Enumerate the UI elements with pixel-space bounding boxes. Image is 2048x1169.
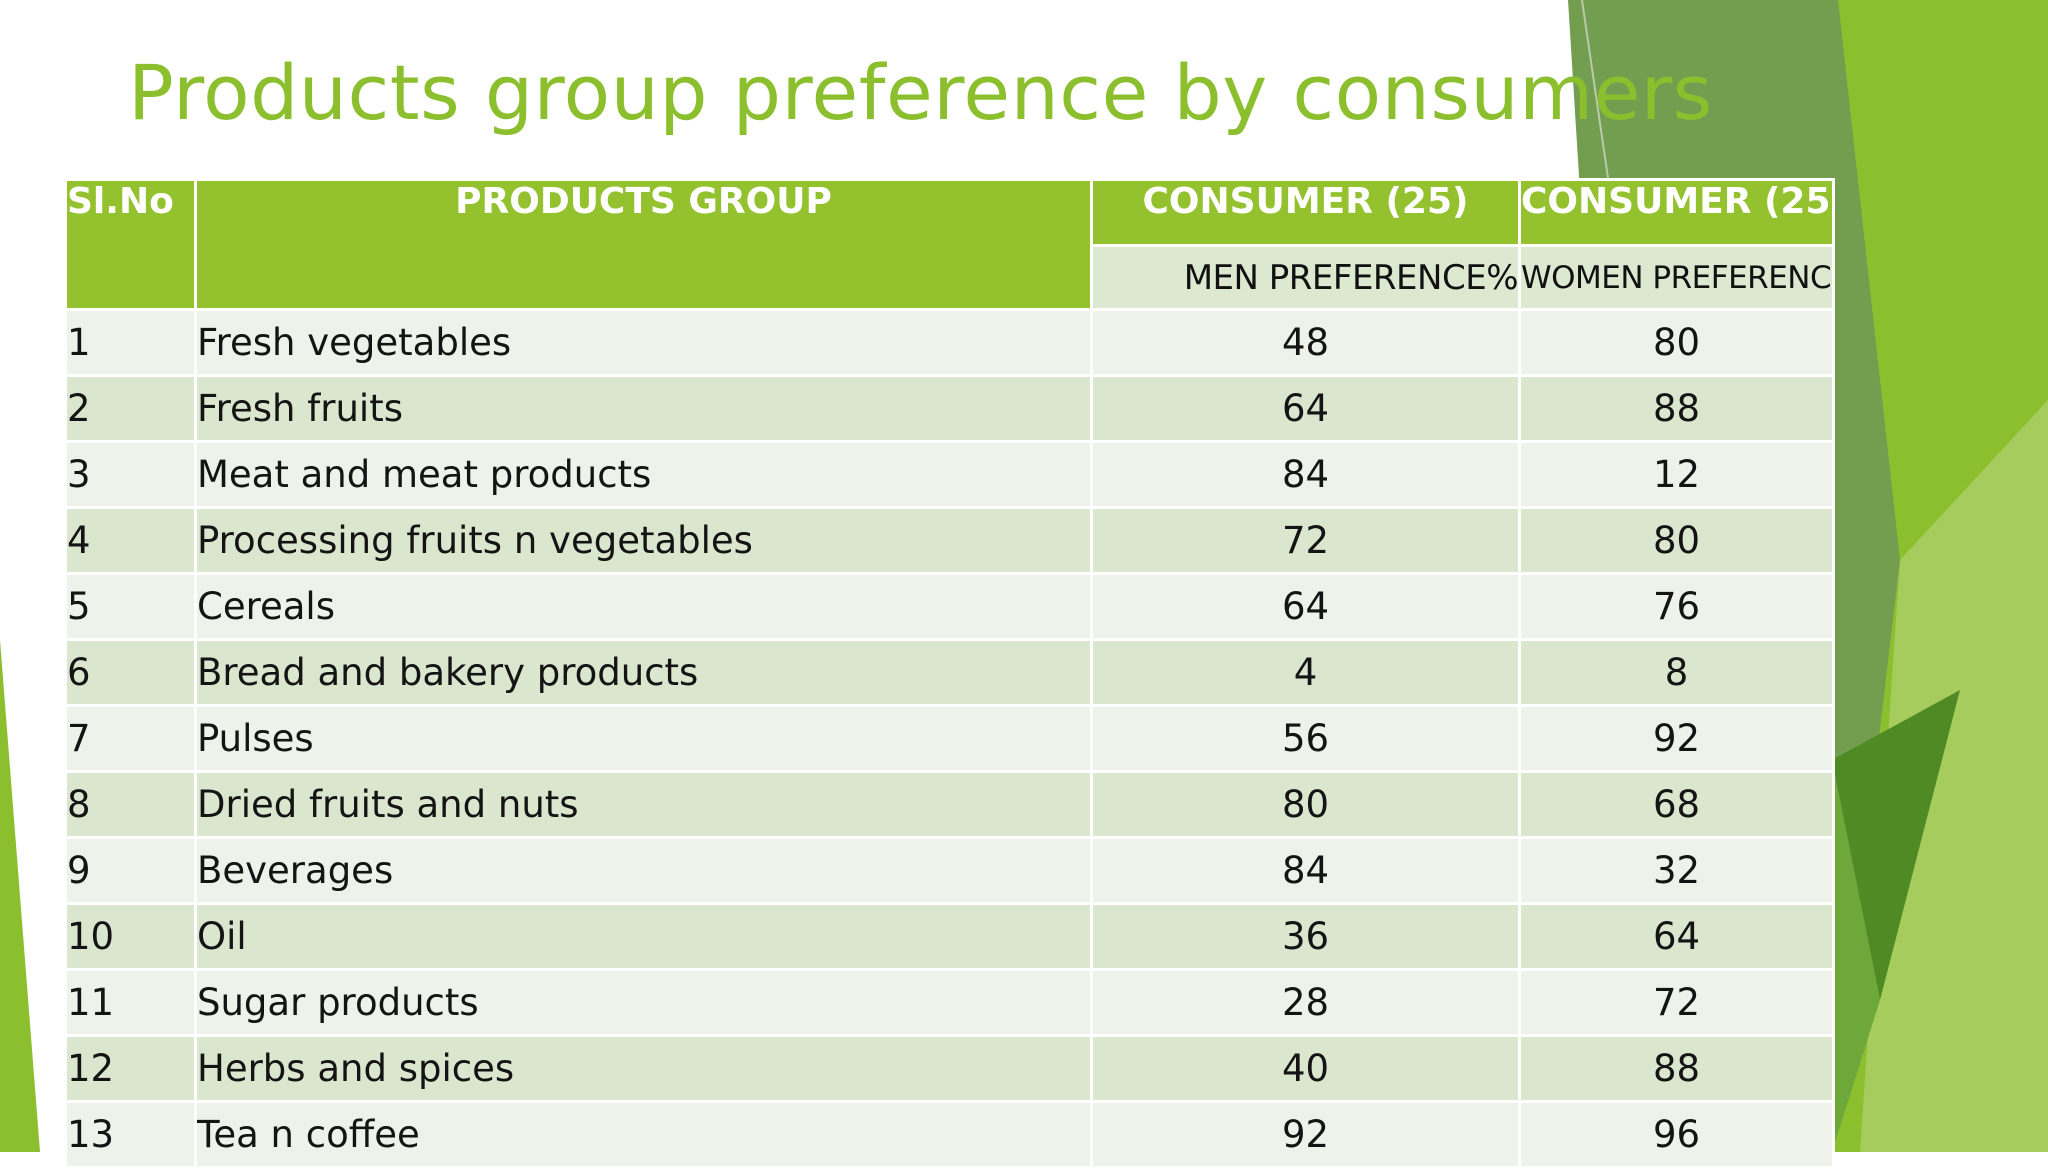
decor-thin-line <box>1581 0 1609 179</box>
decor-shape-left-green <box>0 640 40 1152</box>
cell-women-preference: 12 <box>1518 440 1835 509</box>
cell-sl-no: 5 <box>64 572 197 641</box>
cell-men-preference: 72 <box>1090 506 1521 575</box>
table-row: 13 Tea n coffee 92 96 <box>64 1100 1835 1169</box>
cell-product-group: Sugar products <box>194 968 1093 1037</box>
cell-sl-no: 13 <box>64 1100 197 1169</box>
cell-women-preference: 76 <box>1518 572 1835 641</box>
table-row: 3 Meat and meat products 84 12 <box>64 440 1835 509</box>
table-row: 2 Fresh fruits 64 88 <box>64 374 1835 443</box>
cell-men-preference: 64 <box>1090 572 1521 641</box>
decor-shape-accent-green <box>1832 760 1880 1152</box>
cell-men-preference: 80 <box>1090 770 1521 839</box>
cell-sl-no: 2 <box>64 374 197 443</box>
table-row: 11 Sugar products 28 72 <box>64 968 1835 1037</box>
cell-men-preference: 56 <box>1090 704 1521 773</box>
cell-sl-no: 1 <box>64 308 197 377</box>
cell-women-preference: 92 <box>1518 704 1835 773</box>
cell-men-preference: 92 <box>1090 1100 1521 1169</box>
cell-men-preference: 4 <box>1090 638 1521 707</box>
cell-product-group: Herbs and spices <box>194 1034 1093 1103</box>
table-body: 1 Fresh vegetables 48 80 2 Fresh fruits 64 88 3 M… <box>64 308 1835 1169</box>
cell-product-group: Fresh fruits <box>194 374 1093 443</box>
table-row: 7 Pulses 56 92 <box>64 704 1835 773</box>
cell-men-preference: 48 <box>1090 308 1521 377</box>
cell-men-preference: 36 <box>1090 902 1521 971</box>
cell-women-preference: 8 <box>1518 638 1835 707</box>
table-row: 8 Dried fruits and nuts 80 68 <box>64 770 1835 839</box>
cell-men-preference: 84 <box>1090 440 1521 509</box>
cell-sl-no: 8 <box>64 770 197 839</box>
cell-sl-no: 4 <box>64 506 197 575</box>
cell-men-preference: 40 <box>1090 1034 1521 1103</box>
cell-product-group: Tea n coffee <box>194 1100 1093 1169</box>
cell-men-preference: 64 <box>1090 374 1521 443</box>
table-row: 10 Oil 36 64 <box>64 902 1835 971</box>
cell-women-preference: 96 <box>1518 1100 1835 1169</box>
cell-sl-no: 9 <box>64 836 197 905</box>
cell-product-group: Cereals <box>194 572 1093 641</box>
cell-sl-no: 10 <box>64 902 197 971</box>
table-row: 5 Cereals 64 76 <box>64 572 1835 641</box>
cell-women-preference: 88 <box>1518 374 1835 443</box>
decor-shape-light-green <box>1860 400 2048 1152</box>
table-row: 4 Processing fruits n vegetables 72 80 <box>64 506 1835 575</box>
preference-table: Sl.No PRODUCTS GROUP CONSUMER (25) CONSU… <box>64 178 1835 1169</box>
cell-sl-no: 6 <box>64 638 197 707</box>
cell-sl-no: 11 <box>64 968 197 1037</box>
cell-women-preference: 32 <box>1518 836 1835 905</box>
subheader-women-preference: WOMEN PREFERENCE% <box>1518 244 1835 311</box>
table-row: 6 Bread and bakery products 4 8 <box>64 638 1835 707</box>
table-row: 1 Fresh vegetables 48 80 <box>64 308 1835 377</box>
decor-shape-deep-green <box>1832 690 1960 1000</box>
header-consumer-women: CONSUMER (25) <box>1518 178 1835 247</box>
subheader-men-preference: MEN PREFERENCE% <box>1090 244 1521 311</box>
header-row: Sl.No PRODUCTS GROUP CONSUMER (25) CONSU… <box>64 178 1835 311</box>
table-row: 12 Herbs and spices 40 88 <box>64 1034 1835 1103</box>
slide-title: Products group preference by consumers <box>128 48 1713 137</box>
table-row: 9 Beverages 84 32 <box>64 836 1835 905</box>
cell-sl-no: 12 <box>64 1034 197 1103</box>
cell-sl-no: 7 <box>64 704 197 773</box>
cell-product-group: Fresh vegetables <box>194 308 1093 377</box>
cell-product-group: Processing fruits n vegetables <box>194 506 1093 575</box>
cell-women-preference: 68 <box>1518 770 1835 839</box>
cell-product-group: Bread and bakery products <box>194 638 1093 707</box>
subheader-row: MEN PREFERENCE% WOMEN PREFERENCE% <box>66 244 1835 311</box>
cell-women-preference: 64 <box>1518 902 1835 971</box>
header-sl-no: Sl.No <box>64 178 197 311</box>
cell-product-group: Meat and meat products <box>194 440 1093 509</box>
cell-product-group: Dried fruits and nuts <box>194 770 1093 839</box>
cell-women-preference: 80 <box>1518 308 1835 377</box>
cell-product-group: Beverages <box>194 836 1093 905</box>
cell-women-preference: 80 <box>1518 506 1835 575</box>
cell-product-group: Oil <box>194 902 1093 971</box>
cell-men-preference: 84 <box>1090 836 1521 905</box>
header-consumer-men: CONSUMER (25) <box>1090 178 1521 247</box>
header-products-group: PRODUCTS GROUP <box>194 178 1093 311</box>
cell-product-group: Pulses <box>194 704 1093 773</box>
cell-women-preference: 88 <box>1518 1034 1835 1103</box>
cell-men-preference: 28 <box>1090 968 1521 1037</box>
cell-women-preference: 72 <box>1518 968 1835 1037</box>
cell-sl-no: 3 <box>64 440 197 509</box>
